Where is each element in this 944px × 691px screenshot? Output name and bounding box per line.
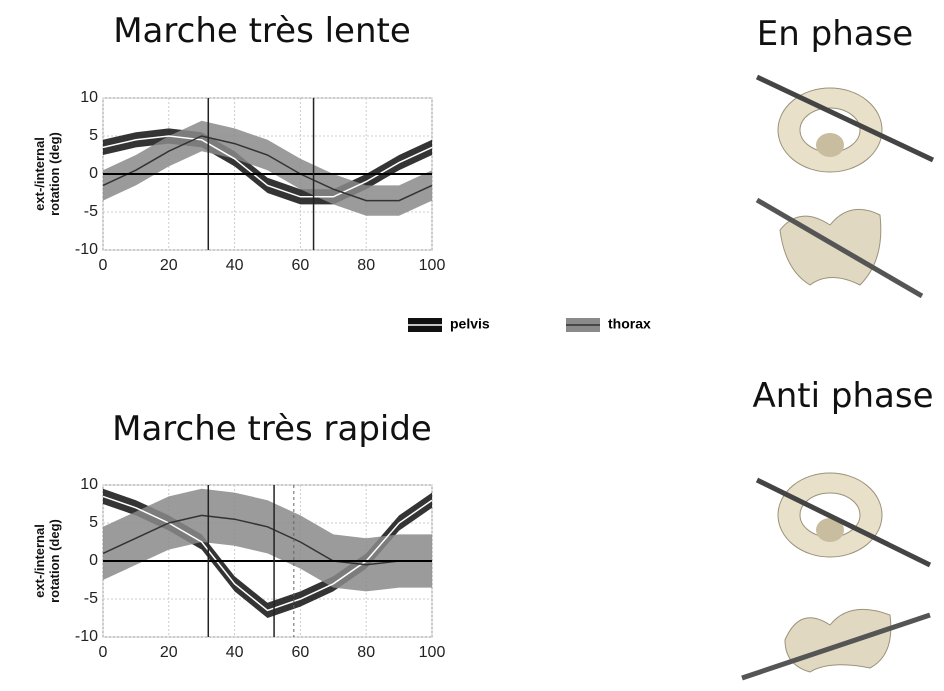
y-axis-label: ext-/internal <box>32 524 47 598</box>
mean-line <box>102 495 433 612</box>
mean-line <box>102 135 433 202</box>
pelvis-illustration <box>784 608 892 673</box>
x-tick-label: 80 <box>357 257 375 274</box>
x-tick-label: 100 <box>419 644 446 661</box>
band <box>103 120 432 216</box>
y-tick-label: 10 <box>80 89 98 106</box>
y-tick-label: 0 <box>89 165 98 182</box>
orientation-line <box>755 74 935 163</box>
y-tick-label: 0 <box>89 552 98 569</box>
x-tick-label: 0 <box>99 257 108 274</box>
y-tick-label: -5 <box>84 203 98 220</box>
y-tick-label: -5 <box>84 590 98 607</box>
chart-title: Marche très lente <box>113 11 411 51</box>
y-tick-label: 5 <box>89 127 98 144</box>
y-axis-label: rotation (deg) <box>47 132 62 216</box>
illustration-title: Anti phase <box>753 376 934 416</box>
x-tick-label: 20 <box>160 644 178 661</box>
orientation-line <box>741 612 931 681</box>
y-tick-label: 5 <box>89 514 98 531</box>
x-tick-label: 60 <box>292 257 310 274</box>
legend-label: pelvis <box>450 316 490 332</box>
y-tick-label: 10 <box>80 476 98 493</box>
x-tick-label: 100 <box>419 257 446 274</box>
legend-label: thorax <box>608 316 651 332</box>
x-tick-label: 0 <box>99 644 108 661</box>
x-tick-label: 80 <box>357 644 375 661</box>
chart-title: Marche très rapide <box>112 409 432 449</box>
y-tick-label: -10 <box>75 628 98 645</box>
mean-line <box>102 514 432 566</box>
x-tick-label: 40 <box>226 644 244 661</box>
x-tick-label: 20 <box>160 257 178 274</box>
x-tick-label: 60 <box>292 644 310 661</box>
orientation-line <box>755 477 932 568</box>
x-tick-label: 40 <box>226 257 244 274</box>
band <box>103 488 432 592</box>
y-tick-label: -10 <box>75 241 98 258</box>
mean-line <box>102 135 433 198</box>
illustration-title: En phase <box>757 14 913 54</box>
orientation-line <box>755 197 924 299</box>
y-axis-label: rotation (deg) <box>47 519 62 603</box>
y-axis-label: ext-/internal <box>32 137 47 211</box>
